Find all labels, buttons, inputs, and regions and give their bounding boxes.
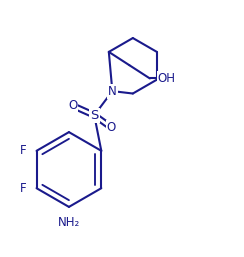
Text: O: O [107, 121, 116, 134]
Text: O: O [68, 99, 77, 112]
Text: NH₂: NH₂ [58, 216, 80, 229]
Text: F: F [20, 144, 27, 157]
Text: S: S [90, 109, 98, 122]
Text: N: N [108, 85, 117, 98]
Text: F: F [20, 182, 27, 195]
Text: OH: OH [158, 72, 176, 85]
